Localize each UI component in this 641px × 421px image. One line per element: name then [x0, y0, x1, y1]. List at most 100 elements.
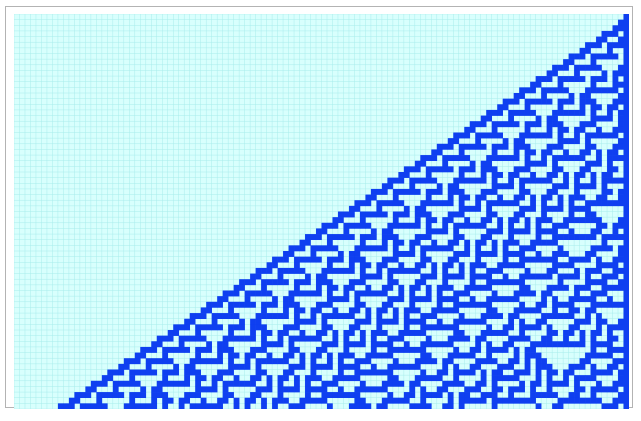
cell — [530, 380, 536, 387]
cell — [283, 324, 289, 331]
cell — [574, 64, 580, 71]
cell — [579, 93, 586, 99]
cell — [195, 352, 201, 359]
cell — [601, 245, 608, 252]
cell — [398, 172, 405, 178]
cell — [508, 313, 514, 320]
cell — [272, 279, 278, 286]
cell — [398, 346, 405, 353]
cell — [480, 121, 487, 128]
cell — [392, 346, 399, 353]
cell — [431, 341, 438, 348]
cell — [607, 53, 613, 60]
cell — [585, 211, 591, 218]
cell — [392, 188, 399, 195]
cell — [431, 375, 438, 382]
cell — [557, 166, 564, 173]
cell — [491, 121, 498, 128]
cell — [431, 313, 438, 320]
cell — [574, 392, 580, 399]
cell — [568, 205, 575, 212]
cell — [535, 341, 542, 348]
cell — [283, 301, 289, 308]
cell — [524, 267, 531, 274]
cell — [568, 53, 575, 60]
cell — [299, 403, 306, 409]
cell — [294, 403, 300, 409]
cell — [519, 256, 525, 263]
cell — [557, 262, 564, 269]
cell — [392, 222, 399, 229]
cell — [420, 262, 427, 269]
cell — [447, 256, 454, 263]
cell — [568, 324, 575, 331]
cell — [420, 386, 427, 393]
cell — [552, 403, 558, 409]
cell — [184, 324, 191, 331]
cell — [513, 375, 520, 382]
cell — [568, 392, 575, 399]
cell — [233, 380, 240, 387]
cell — [535, 380, 542, 387]
cell — [272, 296, 278, 303]
cell — [530, 256, 536, 263]
cell — [299, 307, 306, 314]
cell — [151, 341, 158, 348]
cell — [425, 200, 432, 207]
cell — [618, 245, 624, 252]
cell — [491, 245, 498, 252]
cell — [585, 397, 591, 404]
cell — [579, 149, 586, 156]
cell — [585, 296, 591, 303]
cell — [233, 301, 240, 308]
cell — [277, 392, 284, 399]
cell — [316, 352, 322, 359]
cell — [425, 194, 432, 201]
cell — [508, 121, 514, 128]
cell — [486, 155, 493, 162]
cell — [381, 380, 388, 387]
cell — [596, 267, 602, 274]
cell — [316, 234, 322, 241]
cell — [530, 172, 536, 178]
cell — [601, 386, 608, 393]
cell — [195, 369, 201, 376]
cell — [480, 392, 487, 399]
cell — [563, 284, 569, 291]
cell — [480, 177, 487, 184]
cell — [612, 222, 619, 229]
cell — [585, 251, 591, 257]
cell — [447, 403, 454, 409]
cell — [365, 234, 372, 241]
cell — [513, 200, 520, 207]
cell — [398, 200, 405, 207]
cell — [552, 70, 558, 77]
cell — [261, 307, 267, 314]
cell — [502, 98, 509, 105]
cell — [403, 205, 410, 212]
cell — [546, 256, 553, 263]
cell — [398, 211, 405, 218]
cell — [475, 318, 482, 325]
cell — [299, 267, 306, 274]
cell — [480, 284, 487, 291]
cell — [403, 172, 410, 178]
cell — [425, 290, 432, 297]
cell — [359, 335, 366, 342]
cell — [294, 284, 300, 291]
cell — [508, 318, 514, 325]
cell — [326, 341, 333, 348]
cell — [552, 239, 558, 246]
cell — [244, 296, 251, 303]
cell — [590, 109, 597, 116]
cell — [299, 290, 306, 297]
cell — [513, 172, 520, 178]
cell — [596, 132, 602, 139]
cell — [469, 205, 476, 212]
cell — [524, 222, 531, 229]
cell — [469, 262, 476, 269]
cell — [96, 403, 103, 409]
cell — [381, 200, 388, 207]
cell — [255, 392, 262, 399]
cell — [596, 330, 602, 336]
